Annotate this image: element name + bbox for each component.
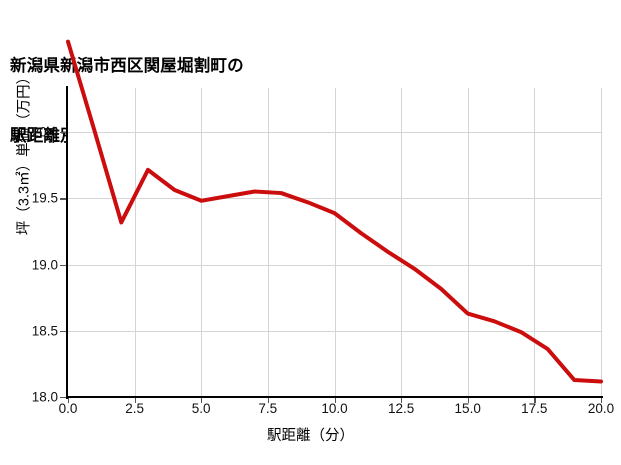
gridline-vertical bbox=[334, 88, 336, 397]
gridline-vertical bbox=[467, 88, 469, 397]
x-tick-label: 7.5 bbox=[258, 401, 278, 416]
data-series-line bbox=[66, 39, 603, 384]
chart-title-line-1: 新潟県新潟市西区関屋堀割町の bbox=[10, 56, 244, 75]
y-tick-label: 18.5 bbox=[31, 323, 58, 339]
y-tick-mark bbox=[60, 132, 66, 134]
x-axis-spine bbox=[66, 395, 603, 398]
x-axis-label: 駅距離（分） bbox=[267, 428, 354, 444]
y-tick-mark bbox=[60, 330, 66, 333]
x-tick-label: 0.0 bbox=[58, 401, 78, 416]
y-tick-mark bbox=[60, 264, 66, 266]
x-tick-mark bbox=[201, 397, 203, 403]
y-tick-mark bbox=[60, 198, 66, 200]
x-tick-label: 12.5 bbox=[387, 401, 415, 416]
x-tick-mark bbox=[401, 397, 403, 403]
x-tick-mark bbox=[267, 397, 270, 403]
gridline-vertical bbox=[134, 88, 136, 397]
x-tick-label: 5.0 bbox=[191, 401, 211, 416]
y-tick-label: 19.5 bbox=[31, 190, 58, 206]
gridline-vertical bbox=[401, 88, 403, 397]
x-tick-label: 17.5 bbox=[521, 401, 548, 416]
x-tick-mark bbox=[68, 397, 70, 403]
x-tick-label: 15.0 bbox=[454, 401, 481, 416]
y-tick-label: 18.0 bbox=[31, 389, 58, 405]
gridline-vertical bbox=[201, 88, 203, 397]
gridline-vertical bbox=[601, 88, 602, 397]
y-tick-label: 20.0 bbox=[31, 124, 58, 140]
x-tick-mark bbox=[134, 397, 136, 403]
x-tick-label: 20.0 bbox=[587, 401, 615, 416]
gridline-vertical bbox=[267, 88, 269, 397]
x-tick-mark bbox=[534, 397, 536, 403]
x-tick-mark bbox=[334, 397, 336, 403]
y-axis-spine bbox=[66, 86, 69, 399]
y-tick-label: 19.0 bbox=[31, 257, 58, 272]
gridline-vertical bbox=[534, 88, 536, 397]
x-tick-label: 2.5 bbox=[125, 401, 144, 416]
x-tick-mark bbox=[601, 397, 603, 403]
y-tick-mark bbox=[60, 397, 66, 399]
x-tick-label: 10.0 bbox=[321, 401, 348, 416]
y-tick-label-group: 18.0 18.5 19.0 19.5 20.0 bbox=[0, 0, 58, 465]
x-tick-mark bbox=[467, 397, 469, 403]
plot-area bbox=[66, 39, 603, 397]
